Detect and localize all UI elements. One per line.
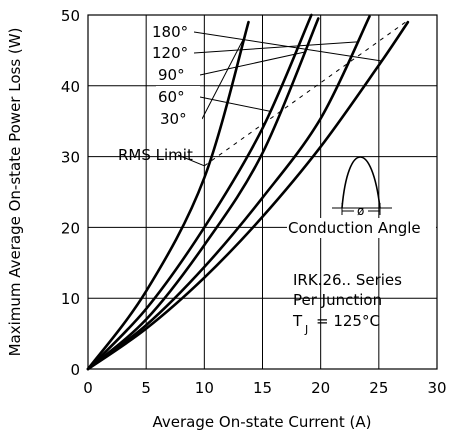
- curve-90-deg: [86, 17, 320, 371]
- leader-60-deg: [199, 96, 270, 112]
- y-tick-label-50: 50: [61, 7, 80, 25]
- curve-180-deg: [86, 20, 410, 371]
- curve-label-180-deg: 180°: [152, 23, 188, 41]
- label-bg-30-deg: [158, 108, 202, 127]
- series-note-line2: Per Junction: [293, 291, 382, 309]
- inset-phi-symbol: ø: [357, 204, 364, 218]
- rms-limit-label: RMS Limit: [118, 146, 193, 164]
- inset-sine-pulse: [341, 156, 381, 209]
- x-tick-label-20: 20: [311, 379, 330, 397]
- series-note-line1: IRK.26.. Series: [293, 271, 402, 289]
- leader-30-deg: [201, 37, 245, 120]
- label-bg-90-deg: [156, 64, 200, 83]
- x-tick-label-15: 15: [253, 379, 272, 397]
- curve-label-120-deg: 120°: [152, 44, 188, 62]
- curve-120-deg: [86, 15, 371, 371]
- conduction-angle-label-bg: [287, 218, 436, 238]
- curve-labels-layer: 180° 120° 90° 60° 30°: [150, 21, 382, 128]
- curve-label-90-deg: 90°: [158, 66, 185, 84]
- label-bg-180-deg: [150, 21, 194, 40]
- x-tick-label-10: 10: [195, 379, 214, 397]
- y-tick-label-20: 20: [61, 219, 80, 237]
- conduction-angle-label: Conduction Angle: [288, 219, 421, 237]
- x-tick-label-0: 0: [83, 379, 93, 397]
- temp-note-value: = 125°C: [316, 312, 380, 330]
- x-tick-label-25: 25: [369, 379, 388, 397]
- temp-note-J: J: [304, 323, 308, 336]
- curve-60-deg: [86, 13, 313, 371]
- curves-layer: [86, 13, 410, 371]
- rms-limit-leader: [177, 154, 205, 167]
- x-tick-label-5: 5: [141, 379, 151, 397]
- y-tick-label-30: 30: [61, 149, 80, 167]
- curve-30-deg: [86, 20, 250, 371]
- x-axis-title: Average On-state Current (A): [153, 413, 372, 431]
- y-tick-label-40: 40: [61, 78, 80, 96]
- curve-label-60-deg: 60°: [158, 88, 185, 106]
- x-tick-label-30: 30: [427, 379, 446, 397]
- temp-note-T: T: [292, 312, 303, 330]
- plot-frame: [87, 14, 438, 370]
- y-axis-title: Maximum Average On-state Power Loss (W): [6, 28, 24, 357]
- curve-label-30-deg: 30°: [160, 110, 187, 128]
- leader-90-deg: [199, 51, 305, 76]
- label-bg-60-deg: [156, 86, 200, 105]
- y-tick-label-0: 0: [70, 361, 80, 379]
- label-bg-120-deg: [150, 42, 194, 61]
- leader-120-deg: [193, 41, 358, 54]
- conduction-angle-inset: ø Conduction Angle: [287, 156, 436, 238]
- y-tick-label-10: 10: [61, 290, 80, 308]
- tick-labels-layer: 0 5 10 15 20 25 30 0 10 20 30 40 50: [61, 7, 447, 397]
